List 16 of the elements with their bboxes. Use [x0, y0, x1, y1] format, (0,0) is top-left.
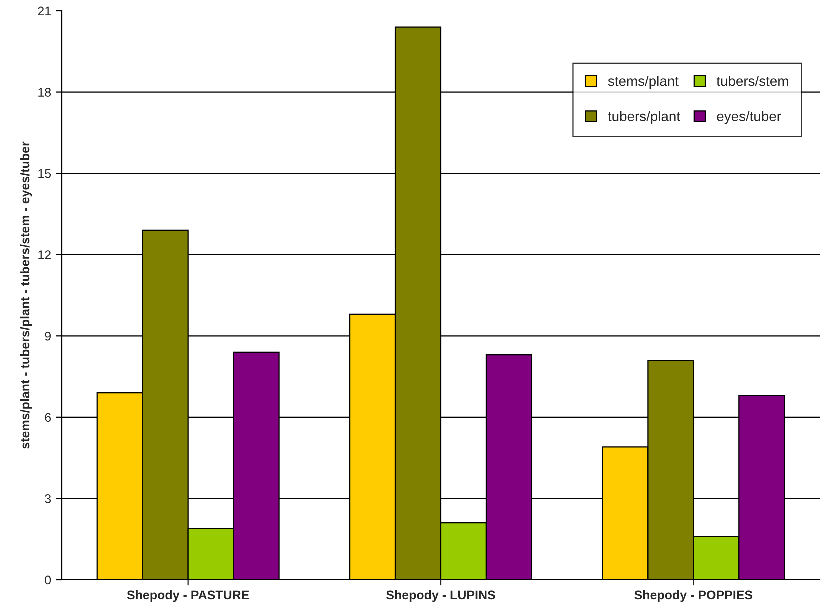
y-tick-label: 3 — [45, 494, 52, 504]
x-tick-label: Shepody - LUPINS — [386, 590, 496, 602]
legend-label: tubers/stem — [716, 76, 788, 86]
y-axis-title: stems/plant - tubers/plant - tubers/stem - eyes/tuber — [20, 142, 32, 449]
y-tick-label: 15 — [38, 170, 52, 178]
x-tick-label: Shepody - POPPIES — [634, 590, 753, 602]
y-tick-label: 12 — [38, 250, 51, 260]
y-tick-label: 0 — [45, 576, 52, 585]
x-tick-label: Shepody - PASTURE — [127, 590, 250, 602]
y-tick-label: 6 — [45, 413, 52, 422]
legend-label: stems/plant — [608, 76, 679, 89]
y-tick-label: 9 — [45, 332, 51, 341]
legend-label: eyes/tuber — [717, 111, 782, 124]
y-tick-label: 21 — [38, 6, 51, 16]
y-tick-label: 18 — [38, 88, 52, 97]
legend-label: tubers/plant — [608, 111, 680, 124]
